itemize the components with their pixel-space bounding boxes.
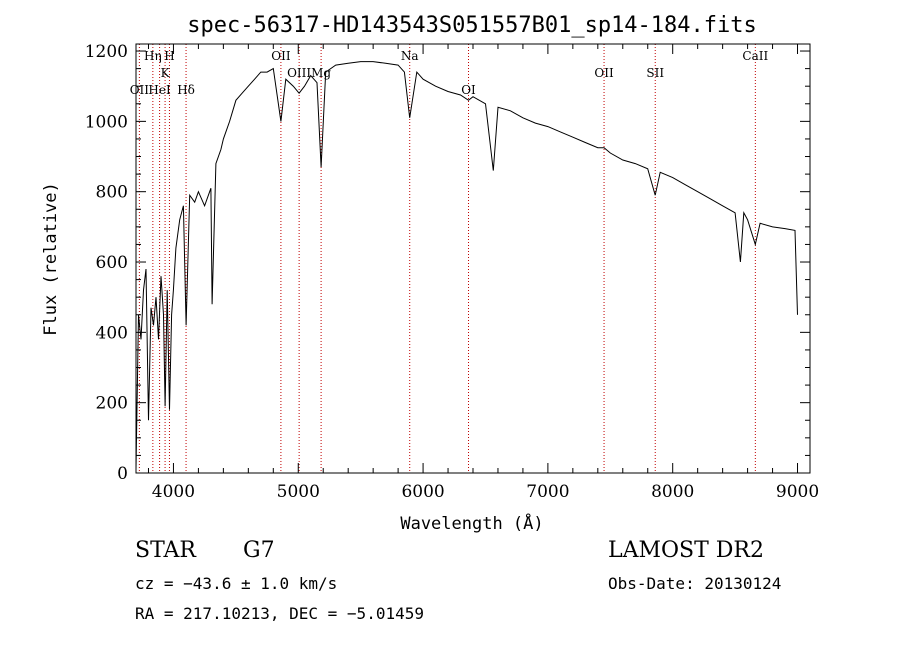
line-marker-label: Hη: [144, 49, 162, 63]
line-marker-label: H: [164, 49, 174, 63]
line-markers: [138, 44, 756, 473]
plot-frame: [135, 43, 811, 474]
y-tick-label: 0: [117, 464, 128, 484]
observation-date: Obs-Date: 20130124: [608, 574, 782, 593]
line-marker-label: OIII: [287, 66, 311, 80]
y-tick-label: 1000: [85, 112, 128, 132]
line-labels: OII Hη HeI KH Hδ OII OIII Mg Na OI OII SII CaII: [130, 49, 769, 97]
coordinates: RA = 217.10213, DEC = −5.01459: [135, 604, 424, 623]
y-axis-ticks: 0 200 400 600 800 1000 1200: [85, 42, 810, 484]
x-axis-ticks: 4000 5000 6000 7000 8000 9000: [147, 44, 819, 502]
x-tick-label: 9000: [776, 482, 819, 502]
object-type: STAR: [135, 538, 196, 563]
x-tick-label: 8000: [651, 482, 694, 502]
line-marker-label: HeI: [148, 83, 171, 97]
x-tick-label: 6000: [401, 482, 444, 502]
y-tick-label: 800: [96, 183, 128, 203]
line-marker-label: OII: [130, 83, 150, 97]
x-tick-label: 7000: [526, 482, 569, 502]
line-marker-label: OII: [594, 66, 614, 80]
redshift-cz: cz = −43.6 ± 1.0 km/s: [135, 574, 338, 593]
x-axis-label: Wavelength (Å): [400, 512, 543, 534]
line-marker-label: K: [161, 66, 171, 80]
line-marker-label: OII: [271, 49, 291, 63]
y-tick-label: 1200: [85, 42, 128, 62]
survey-release: LAMOST DR2: [608, 538, 764, 563]
x-tick-label: 4000: [152, 482, 195, 502]
x-tick-label: 5000: [277, 482, 320, 502]
line-marker-label: SII: [646, 66, 664, 80]
spectral-subclass: G7: [243, 538, 275, 563]
y-axis-label: Flux (relative): [41, 182, 61, 336]
line-marker-label: Hδ: [177, 83, 195, 97]
line-marker-label: CaII: [742, 49, 768, 63]
y-tick-label: 400: [96, 323, 128, 343]
y-tick-label: 200: [96, 394, 128, 414]
spectrum-series-line: [135, 61, 798, 470]
y-tick-label: 600: [96, 253, 128, 273]
line-marker-label: Na: [401, 49, 419, 63]
line-marker-label: Mg: [311, 66, 331, 80]
chart-title: spec-56317-HD143543S051557B01_sp14-184.f…: [187, 13, 757, 38]
line-marker-label: OI: [461, 83, 476, 97]
